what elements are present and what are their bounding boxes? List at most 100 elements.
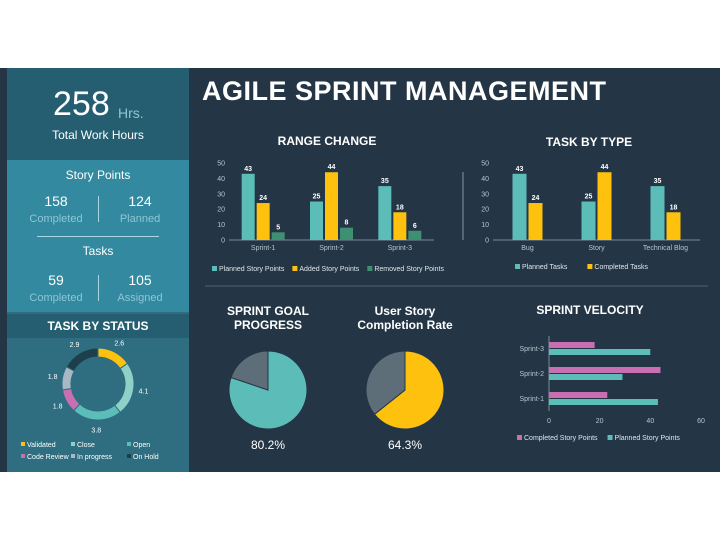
section-divider (37, 236, 159, 237)
bar (378, 186, 392, 240)
legend-swatch (587, 264, 593, 269)
y-tick-label: 0 (221, 238, 225, 245)
bar (549, 342, 595, 348)
x-tick-label: Sprint-3 (388, 245, 413, 252)
x-tick-label: 20 (596, 418, 604, 425)
legend-label: Validated (27, 442, 56, 449)
x-tick-label: 60 (697, 418, 705, 425)
bar (597, 172, 612, 240)
data-label: 35 (654, 178, 662, 185)
data-label: 18 (670, 204, 678, 211)
bar (549, 349, 651, 355)
data-label: 6 (413, 223, 417, 230)
work-hours-label: Total Work Hours (52, 128, 144, 142)
legend-swatch (292, 266, 298, 271)
task-status-chart: 2.6 4.1 3.8 1.8 1.8 2.9 Validated Close Open Cod… (21, 341, 159, 461)
bar (549, 374, 623, 380)
story-completed-value: 158 (44, 193, 68, 209)
y-tick-label: 40 (481, 176, 489, 183)
data-label: 8 (345, 220, 349, 227)
legend-swatch (71, 454, 75, 458)
dashboard-slide: 258 Hrs. Total Work Hours Story Points 1… (0, 68, 720, 472)
bar (549, 367, 661, 373)
chart-title-line: PROGRESS (234, 318, 302, 332)
data-label: 5 (276, 224, 280, 231)
legend-label: Added Story Points (299, 266, 359, 273)
y-tick-label: Sprint-2 (519, 371, 544, 378)
y-tick-label: 50 (481, 161, 489, 168)
legend-label: Planned Tasks (522, 264, 568, 271)
x-tick-label: Story (588, 245, 605, 252)
legend-label: Code Review (27, 454, 70, 461)
donut-slice (65, 347, 99, 372)
bar (549, 399, 658, 405)
bar (512, 173, 527, 240)
pie-slice (230, 350, 269, 391)
chart-title: SPRINT VELOCITY (536, 303, 643, 317)
work-hours-unit: Hrs. (118, 105, 144, 121)
legend-label: Removed Story Points (374, 266, 444, 273)
sprint-velocity-chart: SPRINT VELOCITY 0 20 40 60 Sprint-3 Sprint-2 Sp… (517, 303, 705, 442)
legend-swatch (127, 442, 131, 446)
chart-title: RANGE CHANGE (278, 134, 377, 148)
legend-label: Completed Story Points (524, 435, 598, 442)
donut-data-label: 4.1 (139, 388, 149, 395)
bar (549, 392, 608, 398)
bar (650, 186, 665, 240)
legend-swatch (21, 442, 25, 446)
y-tick-label: 20 (481, 207, 489, 214)
data-label: 24 (532, 195, 540, 202)
story-completion-rate-chart: User Story Completion Rate 64.3% (357, 304, 453, 452)
tasks-divider (98, 275, 99, 301)
legend-label: Planned Story Points (615, 435, 681, 442)
pie-slice (365, 350, 406, 415)
data-label: 43 (516, 166, 524, 173)
y-tick-label: Sprint-1 (519, 396, 544, 403)
pie-slice (373, 350, 445, 430)
status-title-bar (7, 314, 189, 338)
donut-data-label: 1.8 (48, 374, 58, 381)
x-tick-label: 0 (547, 418, 551, 425)
legend-swatch (127, 454, 131, 458)
data-label: 18 (396, 204, 404, 211)
data-label: 24 (259, 195, 267, 202)
legend-swatch (515, 264, 520, 269)
x-tick-label: Sprint-2 (319, 245, 344, 252)
bar (241, 173, 255, 240)
legend-label: In progress (77, 454, 113, 461)
data-label: 44 (601, 164, 609, 171)
legend-label: On Hold (133, 454, 159, 461)
legend-label: Close (77, 442, 95, 449)
tasks-assigned-value: 105 (128, 272, 152, 288)
bar (581, 201, 596, 240)
tasks-title: Tasks (82, 244, 114, 258)
sidebar: 258 Hrs. Total Work Hours Story Points 1… (7, 68, 189, 472)
y-tick-label: 30 (217, 191, 225, 198)
legend-label: Completed Tasks (594, 264, 648, 271)
legend-swatch (367, 266, 373, 271)
chart-title-line: SPRINT GOAL (227, 304, 309, 318)
y-tick-label: 50 (217, 161, 225, 168)
y-tick-label: 0 (485, 238, 489, 245)
y-tick-label: 40 (217, 176, 225, 183)
y-tick-label: 30 (481, 191, 489, 198)
legend-swatch (71, 442, 75, 446)
task-type-chart: TASK BY TYPE 0 10 20 30 40 50 Bug 43 24 Story 25 44 T… (481, 135, 700, 271)
y-tick-label: 10 (217, 222, 225, 229)
data-label: 25 (313, 194, 321, 201)
tasks-assigned-label: Assigned (117, 292, 163, 304)
chart-title-line: User Story (375, 304, 436, 318)
chart-title: TASK BY TYPE (546, 135, 632, 149)
donut-data-label: 2.9 (70, 342, 80, 349)
story-planned-value: 124 (128, 193, 152, 209)
story-divider (98, 196, 99, 222)
legend-label: Open (133, 442, 150, 449)
bar (256, 203, 270, 240)
pie-value-label: 80.2% (251, 438, 285, 452)
bar (310, 201, 323, 240)
legend-label: Planned Story Points (219, 266, 285, 273)
pie-value-label: 64.3% (388, 438, 422, 452)
status-title: TASK BY STATUS (47, 319, 149, 333)
x-tick-label: Bug (521, 245, 534, 252)
donut-data-label: 3.8 (91, 427, 101, 434)
